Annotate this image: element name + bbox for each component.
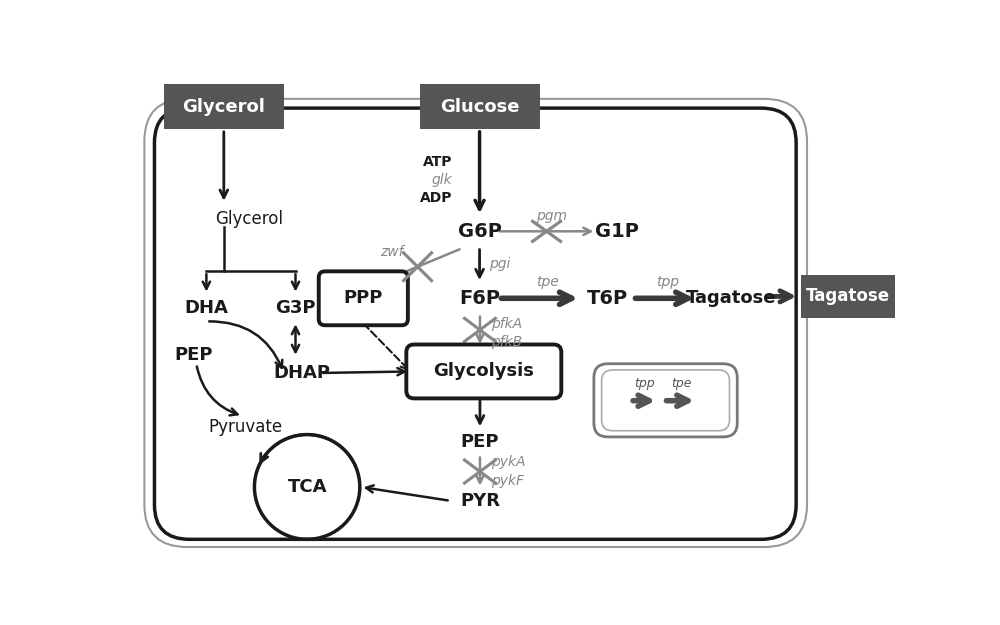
Text: Glucose: Glucose bbox=[440, 98, 519, 116]
Text: tpe: tpe bbox=[671, 376, 692, 389]
Text: pykF: pykF bbox=[491, 474, 524, 488]
FancyBboxPatch shape bbox=[594, 364, 737, 437]
Text: pgm: pgm bbox=[536, 209, 567, 223]
Text: PPP: PPP bbox=[344, 289, 383, 308]
Text: PYR: PYR bbox=[460, 492, 500, 510]
Text: Pyruvate: Pyruvate bbox=[208, 418, 282, 436]
Text: ADP: ADP bbox=[420, 191, 452, 205]
FancyBboxPatch shape bbox=[420, 84, 540, 129]
Text: PEP: PEP bbox=[461, 433, 499, 451]
FancyBboxPatch shape bbox=[801, 275, 895, 318]
Text: tpp: tpp bbox=[634, 376, 655, 389]
Text: Glycerol: Glycerol bbox=[182, 98, 265, 116]
Text: T6P: T6P bbox=[586, 289, 628, 308]
Text: G3P: G3P bbox=[275, 299, 316, 318]
Text: TCA: TCA bbox=[287, 478, 327, 496]
Text: Glycerol: Glycerol bbox=[215, 210, 283, 228]
Text: PEP: PEP bbox=[174, 346, 212, 364]
FancyBboxPatch shape bbox=[154, 108, 796, 539]
Text: F6P: F6P bbox=[459, 289, 500, 308]
Text: G6P: G6P bbox=[458, 222, 502, 241]
Text: pfkA: pfkA bbox=[491, 317, 522, 331]
Text: pfkB: pfkB bbox=[491, 335, 522, 349]
Text: glk: glk bbox=[431, 174, 452, 188]
Text: tpp: tpp bbox=[656, 275, 679, 289]
FancyBboxPatch shape bbox=[164, 84, 284, 129]
Text: pgi: pgi bbox=[489, 257, 511, 271]
Text: DHAP: DHAP bbox=[273, 364, 330, 382]
Text: G1P: G1P bbox=[595, 222, 639, 241]
Text: zwf: zwf bbox=[380, 245, 404, 259]
Text: pykA: pykA bbox=[491, 455, 525, 469]
Text: ATP: ATP bbox=[423, 155, 452, 169]
Text: tpe: tpe bbox=[536, 275, 558, 289]
Text: Tagatose: Tagatose bbox=[806, 288, 890, 306]
Text: DHA: DHA bbox=[184, 299, 228, 318]
Text: Tagatose: Tagatose bbox=[686, 289, 776, 308]
Text: Glycolysis: Glycolysis bbox=[433, 362, 534, 381]
FancyBboxPatch shape bbox=[406, 344, 561, 398]
FancyBboxPatch shape bbox=[319, 271, 408, 325]
